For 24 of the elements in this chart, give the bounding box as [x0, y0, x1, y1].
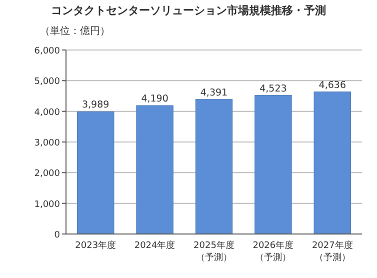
x-tick-label: 2025年度（予測） [194, 240, 234, 263]
x-tick-label: 2026年度（予測） [252, 240, 294, 263]
y-tick-label: 3,000 [34, 138, 60, 148]
x-tick-label: 2023年度 [75, 240, 116, 251]
y-axis-title: （単位：億円） [40, 25, 110, 37]
y-tick-label: 4,000 [34, 108, 60, 118]
y-tick-label: 0 [54, 230, 60, 240]
y-tick-label: 1,000 [34, 200, 60, 210]
chart-title: コンタクトセンターソリューション市場規模推移・予測 [51, 4, 326, 17]
data-label: 4,190 [141, 94, 168, 105]
data-label: 4,636 [318, 80, 346, 91]
y-tick-label: 2,000 [34, 169, 60, 180]
data-label: 4,523 [260, 83, 287, 94]
y-tick-label: 5,000 [34, 77, 60, 88]
bar [195, 99, 233, 234]
y-tick-label: 6,000 [34, 46, 60, 56]
x-tick-label: 2024年度 [134, 240, 176, 251]
data-label: 4,391 [200, 87, 228, 98]
data-label: 3,989 [82, 100, 110, 111]
bar [136, 105, 174, 234]
bar [254, 95, 292, 234]
bar [77, 111, 114, 234]
bar [314, 92, 351, 234]
x-tick-label: 2027年度（予測） [312, 240, 353, 263]
